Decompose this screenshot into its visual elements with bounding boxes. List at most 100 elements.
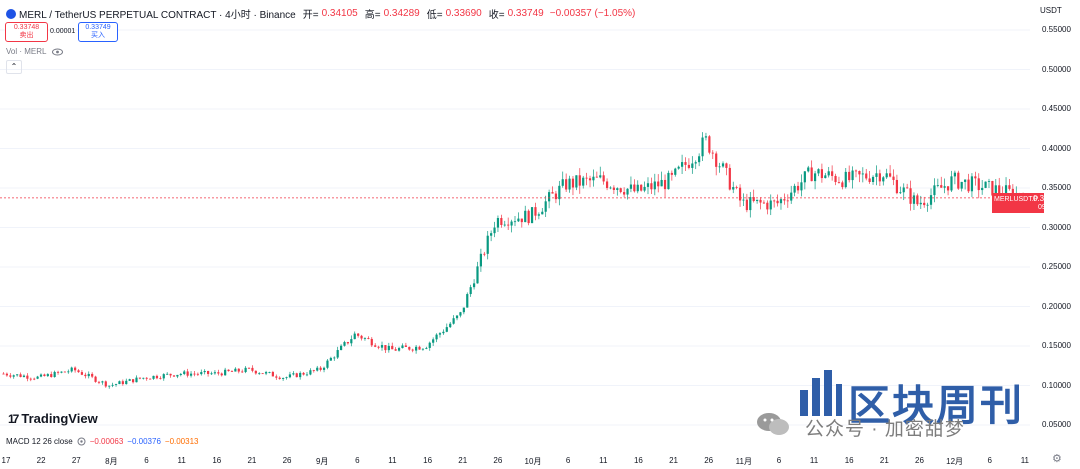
- candle-body: [2, 373, 5, 375]
- candle-body: [241, 371, 244, 373]
- candle-body: [282, 378, 285, 379]
- low-value: 0.33690: [445, 8, 482, 19]
- candle-body: [391, 345, 394, 350]
- candle-body: [155, 375, 159, 379]
- candle-body: [892, 176, 895, 180]
- candle-body: [500, 218, 503, 225]
- currency-label[interactable]: USDT: [1040, 6, 1062, 15]
- candle-body: [759, 199, 762, 203]
- open-label: 开=: [302, 10, 319, 21]
- macd-label[interactable]: MACD 12 26 close: [6, 437, 73, 446]
- candle-body: [408, 346, 411, 350]
- candle-body: [626, 188, 629, 195]
- candle-body: [179, 373, 182, 375]
- candle-body: [418, 346, 421, 350]
- candle-body: [1004, 185, 1008, 196]
- candle-body: [796, 185, 800, 191]
- candle-body: [29, 378, 32, 380]
- candle-body: [302, 372, 305, 375]
- candle-body: [721, 163, 725, 167]
- candle-body: [530, 207, 534, 224]
- candle-body: [554, 193, 558, 200]
- settings-icon[interactable]: [77, 437, 86, 446]
- candle-body: [653, 181, 656, 190]
- candle-body: [380, 345, 384, 348]
- candle-body: [513, 221, 517, 223]
- candle-body: [977, 178, 980, 191]
- candle-body: [200, 372, 203, 375]
- candle-body: [483, 253, 486, 255]
- time-tick: 16: [212, 456, 222, 465]
- candle-body: [974, 176, 977, 179]
- tradingview-logo[interactable]: 17 TradingView: [8, 411, 98, 426]
- candle-body: [960, 181, 963, 189]
- candle-body: [711, 152, 714, 154]
- time-tick: 17: [1, 456, 11, 465]
- candle-body: [718, 166, 721, 168]
- candle-body: [19, 374, 22, 377]
- tradingview-mark-icon: 17: [8, 411, 19, 426]
- candle-body: [377, 346, 380, 348]
- candle-body: [561, 179, 564, 186]
- candle-body: [56, 371, 60, 373]
- symbol-title[interactable]: MERL / TetherUS PERPETUAL CONTRACT · 4小时…: [19, 10, 296, 21]
- candle-body: [469, 287, 472, 295]
- eye-icon[interactable]: [52, 48, 64, 56]
- candle-body: [820, 169, 823, 179]
- candle-body: [568, 178, 571, 190]
- candle-body: [404, 345, 407, 347]
- candle-body: [776, 200, 779, 204]
- candle-body: [953, 172, 956, 177]
- collapse-legend-button[interactable]: ⌃: [6, 60, 22, 74]
- chart-settings-icon[interactable]: ⚙: [1052, 453, 1062, 465]
- candle-body: [738, 187, 742, 201]
- candle-body: [455, 315, 459, 319]
- candle-body: [875, 173, 878, 177]
- price-tick: 0.10000: [1042, 380, 1071, 390]
- candle-body: [946, 186, 950, 191]
- candle-body: [309, 370, 312, 375]
- price-tick: 0.20000: [1042, 301, 1071, 311]
- candle-body: [575, 175, 578, 188]
- candle-body: [118, 381, 121, 385]
- candle-body: [384, 345, 387, 351]
- candle-body: [633, 184, 636, 192]
- time-tick: 6: [776, 456, 782, 465]
- time-tick: 26: [915, 456, 924, 465]
- candle-body: [316, 367, 319, 371]
- candle-body: [128, 379, 131, 381]
- sell-label: 卖出: [19, 32, 34, 39]
- candle-body: [169, 373, 172, 376]
- candle-body: [131, 379, 135, 383]
- buy-label: 买入: [91, 32, 105, 39]
- time-tick: 9月: [315, 457, 329, 466]
- candle-body: [643, 186, 646, 191]
- candle-body: [926, 204, 929, 206]
- candle-body: [213, 372, 217, 374]
- candle-body: [26, 375, 29, 379]
- candle-body: [16, 374, 19, 376]
- candle-body: [752, 197, 755, 202]
- candle-body: [104, 381, 107, 387]
- candle-body: [895, 179, 899, 194]
- candle-body: [237, 368, 240, 372]
- candle-body: [466, 294, 469, 308]
- candle-body: [138, 377, 141, 379]
- candle-body: [919, 202, 922, 205]
- buy-button[interactable]: 0.33749 买入: [78, 22, 118, 42]
- sell-button[interactable]: 0.33748 卖出: [5, 22, 48, 42]
- candle-body: [933, 185, 936, 196]
- candle-body: [831, 171, 834, 176]
- candle-body: [745, 199, 748, 211]
- time-tick: 11: [177, 456, 186, 465]
- candle-body: [5, 373, 9, 376]
- candle-body: [46, 374, 49, 377]
- candle-body: [445, 327, 448, 332]
- time-tick: 16: [423, 456, 433, 465]
- candle-body: [370, 338, 373, 346]
- candle-body: [449, 323, 452, 328]
- candle-body: [824, 175, 827, 179]
- chart-header: MERL / TetherUS PERPETUAL CONTRACT · 4小时…: [6, 6, 635, 21]
- candle-body: [490, 233, 493, 236]
